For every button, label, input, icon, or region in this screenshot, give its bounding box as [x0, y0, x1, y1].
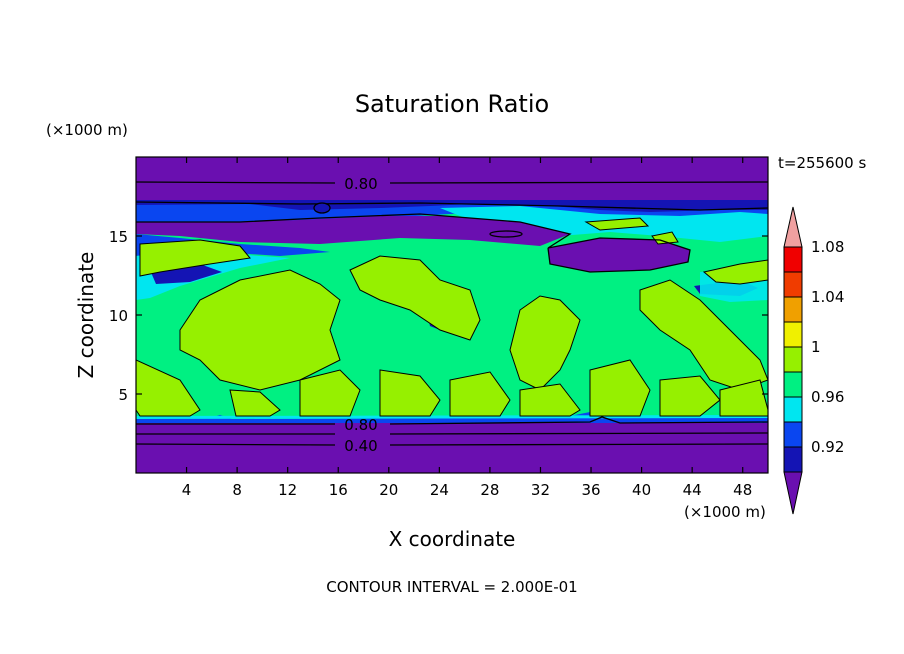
x-tick-label: 24: [430, 481, 449, 499]
colorbar-label: 0.92: [811, 438, 844, 456]
colorbar-swatch: [783, 321, 803, 348]
x-tick-label: 8: [232, 481, 242, 499]
colorbar-label: 1.04: [811, 288, 844, 306]
middle-dry-tongue: [136, 216, 570, 246]
contour-line-upper-2: [135, 201, 769, 211]
y-axis-label: Z coordinate: [74, 252, 98, 379]
contour-interval-label: CONTOUR INTERVAL = 2.000E-01: [326, 578, 577, 596]
y-unit-label: (×1000 m): [46, 121, 128, 139]
x-tick-label: 44: [683, 481, 702, 499]
x-tick-label: 48: [733, 481, 752, 499]
x-axis-label: X coordinate: [389, 527, 516, 551]
y-tick-label: 5: [118, 386, 128, 404]
x-tick-label: 40: [632, 481, 651, 499]
colorbar-swatch: [783, 421, 803, 448]
contour-label-upper: 0.80: [344, 175, 377, 193]
x-axis-ticks: 4 8 12 16 20 24 28 32 36 40 44 48: [182, 157, 752, 499]
upper-light-band: [136, 204, 768, 222]
y-axis-ticks: 5 10 15: [109, 228, 768, 404]
y-tick-label: 15: [109, 228, 128, 246]
colorbar-label: 0.96: [811, 388, 844, 406]
colorbar-swatch: [783, 246, 803, 273]
colorbar-swatch: [783, 371, 803, 398]
x-tick-label: 36: [581, 481, 600, 499]
colorbar-swatch: [783, 346, 803, 373]
x-tick-label: 20: [379, 481, 398, 499]
contour-line-lower-2: [136, 432, 769, 435]
colorbar-label: 1.08: [811, 238, 844, 256]
x-unit-label: (×1000 m): [684, 503, 766, 521]
contour-field: [136, 157, 768, 473]
x-tick-label: 4: [182, 481, 192, 499]
top-layer: [136, 157, 768, 202]
right-dry-lens: [548, 238, 690, 272]
y-tick-label: 10: [109, 307, 128, 325]
x-tick-label: 32: [531, 481, 550, 499]
chart-title: Saturation Ratio: [355, 90, 549, 118]
x-tick-label: 16: [329, 481, 348, 499]
contour-line-lower-080: [136, 416, 769, 425]
colorbar-swatch: [783, 396, 803, 423]
x-tick-label: 28: [480, 481, 499, 499]
x-tick-label: 12: [278, 481, 297, 499]
contour-loop-blob: [313, 202, 331, 214]
time-label: t=255600 s: [778, 154, 866, 172]
contour-loop-small: [489, 230, 523, 238]
colorbar-swatch: [783, 446, 803, 473]
bottom-layer: [136, 421, 768, 473]
contour-line-lower-040: [135, 443, 769, 446]
colorbar-swatch: [783, 296, 803, 323]
moist-cells: [136, 217, 768, 417]
contour-lines: [135, 181, 769, 446]
contour-label-lower-080: 0.80: [344, 416, 377, 434]
contour-line-upper-3: [136, 213, 691, 273]
colorbar-bottom-arrow: [783, 471, 803, 515]
contour-line-upper-080: [135, 181, 769, 184]
colorbar-swatch: [783, 271, 803, 298]
contour-label-lower-040: 0.40: [344, 437, 377, 455]
colorbar-label: 1: [811, 338, 821, 356]
colorbar-top-arrow: [783, 206, 803, 248]
colorbar: 0.92 0.96 1 1.04 1.08: [783, 206, 844, 515]
